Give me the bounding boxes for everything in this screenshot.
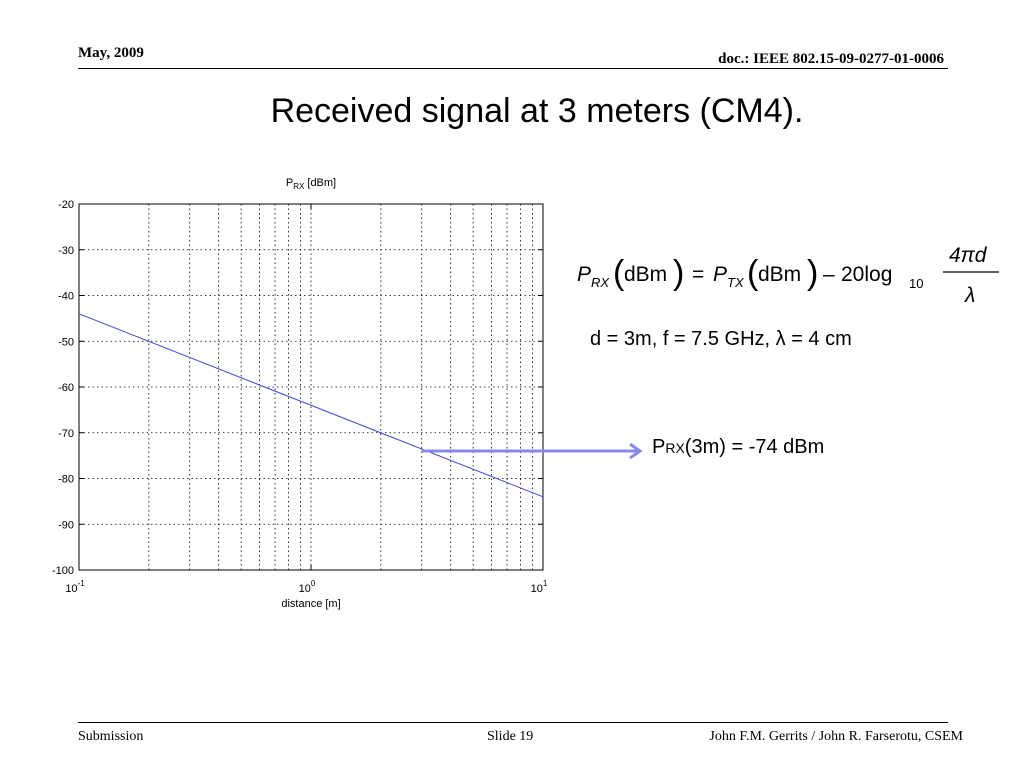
- footer-rule: [78, 722, 948, 723]
- chart-title-unit: [dBm]: [304, 177, 336, 189]
- header-rule: [78, 68, 948, 69]
- chart-series: [78, 313, 544, 498]
- chart-title: PRX [dBm]: [286, 177, 336, 191]
- eq-paren: ): [807, 254, 818, 292]
- x-tick-exponent: 0: [311, 579, 316, 588]
- result-annotation: PRX(3m) = -74 dBm: [652, 436, 824, 459]
- eq-unit-1: dBm: [624, 263, 667, 286]
- y-tick-label: -20: [58, 199, 74, 211]
- x-tick-exponent: -1: [78, 579, 86, 588]
- eq-rhs-symbol: P: [713, 263, 727, 286]
- parameters-text: d = 3m, f = 7.5 GHz, λ = 4 cm: [590, 328, 852, 350]
- eq-log-base: 10: [909, 276, 923, 291]
- eq-paren: ): [673, 254, 684, 292]
- result-prefix: P: [652, 436, 666, 458]
- eq-lhs-sub: RX: [591, 275, 610, 290]
- header-date: May, 2009: [78, 45, 144, 61]
- eq-paren: (: [747, 254, 759, 292]
- chart-title-sub: RX: [293, 182, 305, 191]
- y-tick-label: -50: [58, 336, 74, 348]
- x-tick-label: 100: [299, 579, 316, 595]
- eq-lhs-symbol: P: [577, 263, 591, 286]
- footer-submission: Submission: [78, 729, 144, 744]
- eq-rhs-sub: TX: [727, 275, 745, 290]
- slide-title: Received signal at 3 meters (CM4).: [270, 92, 804, 130]
- eq-equals: =: [692, 263, 704, 286]
- eq-coef: 20log: [841, 263, 892, 286]
- result-value: (3m) = -74 dBm: [684, 436, 825, 458]
- chart-grid: [79, 204, 543, 570]
- eq-numerator: 4πd: [949, 244, 988, 267]
- footer-slide-number: Slide 19: [487, 729, 534, 744]
- x-tick-label: 10-1: [65, 579, 85, 595]
- x-tick-exponent: 1: [543, 579, 548, 588]
- y-tick-label: -90: [58, 519, 74, 531]
- series-line: [78, 313, 544, 498]
- y-tick-label: -70: [58, 428, 74, 440]
- eq-minus: –: [823, 263, 835, 286]
- eq-unit-2: dBm: [758, 263, 801, 286]
- chart-x-axis-label: distance [m]: [281, 598, 340, 610]
- y-tick-label: -30: [58, 245, 74, 257]
- header-doc-id: doc.: IEEE 802.15-09-0277-01-0006: [718, 51, 944, 67]
- y-tick-label: -80: [58, 474, 74, 486]
- path-loss-equation: P RX ( dBm ) = P TX ( dBm ) – 20log 10 4…: [577, 244, 999, 307]
- y-tick-label: -60: [58, 382, 74, 394]
- y-tick-label: -40: [58, 291, 74, 303]
- result-sub: RX: [665, 440, 685, 456]
- x-tick-label: 101: [531, 579, 548, 595]
- arrow-head: [629, 442, 643, 460]
- eq-denominator: λ: [964, 284, 975, 307]
- footer-authors: John F.M. Gerrits / John R. Farserotu, C…: [709, 729, 963, 744]
- y-tick-label: -100: [52, 565, 74, 577]
- eq-paren: (: [613, 254, 625, 292]
